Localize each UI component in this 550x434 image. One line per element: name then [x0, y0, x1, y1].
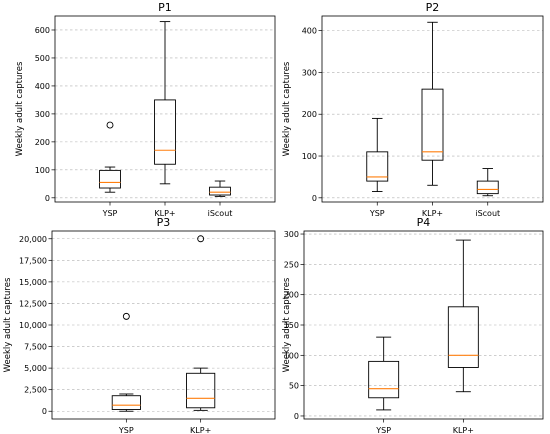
y-tick-label: 200	[302, 110, 317, 119]
y-axis-label: Weekly adult captures	[3, 277, 13, 372]
y-tick-label: 2,500	[24, 386, 47, 395]
x-tick-label-iscout: iScout	[208, 209, 233, 218]
y-tick-label: 500	[35, 54, 50, 63]
y-axis-label: Weekly adult captures	[15, 61, 25, 156]
iqr-box	[111, 395, 141, 410]
iqr-box	[447, 306, 479, 368]
chart-panel-2: 0 100 200 300 400 YSP KLP+ iScout P2 Weekly adult…	[282, 1, 544, 218]
iqr-box	[154, 99, 176, 165]
x-tick-label-ysp: YSP	[102, 209, 118, 218]
y-tick-label: 100	[284, 351, 299, 360]
y-tick-label: 150	[284, 321, 299, 330]
x-tick-label-klp: KLP+	[190, 426, 211, 434]
y-tick-label: 400	[35, 82, 50, 91]
chart-title: P1	[158, 1, 172, 14]
y-tick-label: 0	[312, 194, 317, 203]
plot-frame	[51, 230, 276, 420]
y-tick-label: 15,000	[19, 278, 47, 287]
chart-panel-3: 0 2,500 5,000 7,500 10,000 12,500 15,000 17,500…	[3, 216, 276, 434]
y-tick-label: 200	[35, 138, 50, 147]
y-axis-label: Weekly adult captures	[282, 61, 292, 156]
outlier-point	[106, 121, 114, 129]
chart-panel-1: 0 100 200 300 400 500 600 YSP KLP+ iScout P1 Weekly…	[15, 1, 276, 218]
chart-title: P4	[417, 216, 431, 229]
chart-title: P2	[426, 1, 440, 14]
plot-frame	[321, 15, 544, 203]
iqr-box	[366, 151, 389, 182]
outlier-point	[122, 312, 130, 320]
y-tick-label: 100	[302, 152, 317, 161]
plot-frame	[54, 15, 276, 203]
y-tick-label: 400	[302, 27, 317, 36]
y-tick-label: 12,500	[19, 299, 47, 308]
x-tick-label-klp: KLP+	[154, 209, 175, 218]
iqr-box	[368, 360, 400, 399]
x-tick-label-ysp: YSP	[369, 209, 385, 218]
y-tick-label: 600	[35, 26, 50, 35]
x-tick-label-ysp: YSP	[118, 426, 134, 434]
y-tick-label: 50	[289, 382, 299, 391]
outlier-point	[197, 235, 205, 243]
y-tick-label: 300	[284, 230, 299, 239]
y-tick-label: 0	[45, 194, 50, 203]
x-tick-label-klp: KLP+	[422, 209, 443, 218]
y-tick-label: 0	[294, 412, 299, 421]
y-tick-label: 17,500	[19, 256, 47, 265]
y-tick-label: 5,000	[24, 364, 47, 373]
y-axis-label: Weekly adult captures	[282, 277, 292, 372]
iqr-box	[476, 180, 499, 195]
y-tick-label: 0	[42, 407, 47, 416]
y-tick-label: 20,000	[19, 235, 47, 244]
iqr-box	[421, 88, 444, 161]
y-tick-label: 300	[302, 68, 317, 77]
y-tick-label: 300	[35, 110, 50, 119]
y-tick-label: 100	[35, 166, 50, 175]
iqr-box	[209, 186, 231, 196]
plot-frame	[303, 230, 544, 420]
x-tick-label-ysp: YSP	[375, 426, 391, 434]
y-tick-label: 200	[284, 291, 299, 300]
y-tick-label: 10,000	[19, 321, 47, 330]
x-tick-label-klp: KLP+	[453, 426, 474, 434]
x-tick-label-iscout: iScout	[475, 209, 500, 218]
y-tick-label: 7,500	[24, 343, 47, 352]
iqr-box	[99, 169, 121, 189]
chart-title: P3	[157, 216, 171, 229]
iqr-box	[186, 372, 216, 409]
y-tick-label: 250	[284, 260, 299, 269]
chart-panel-4: 0 50 100 150 200 250 300 YSP KLP+ P4 Weekly adult …	[282, 216, 544, 434]
